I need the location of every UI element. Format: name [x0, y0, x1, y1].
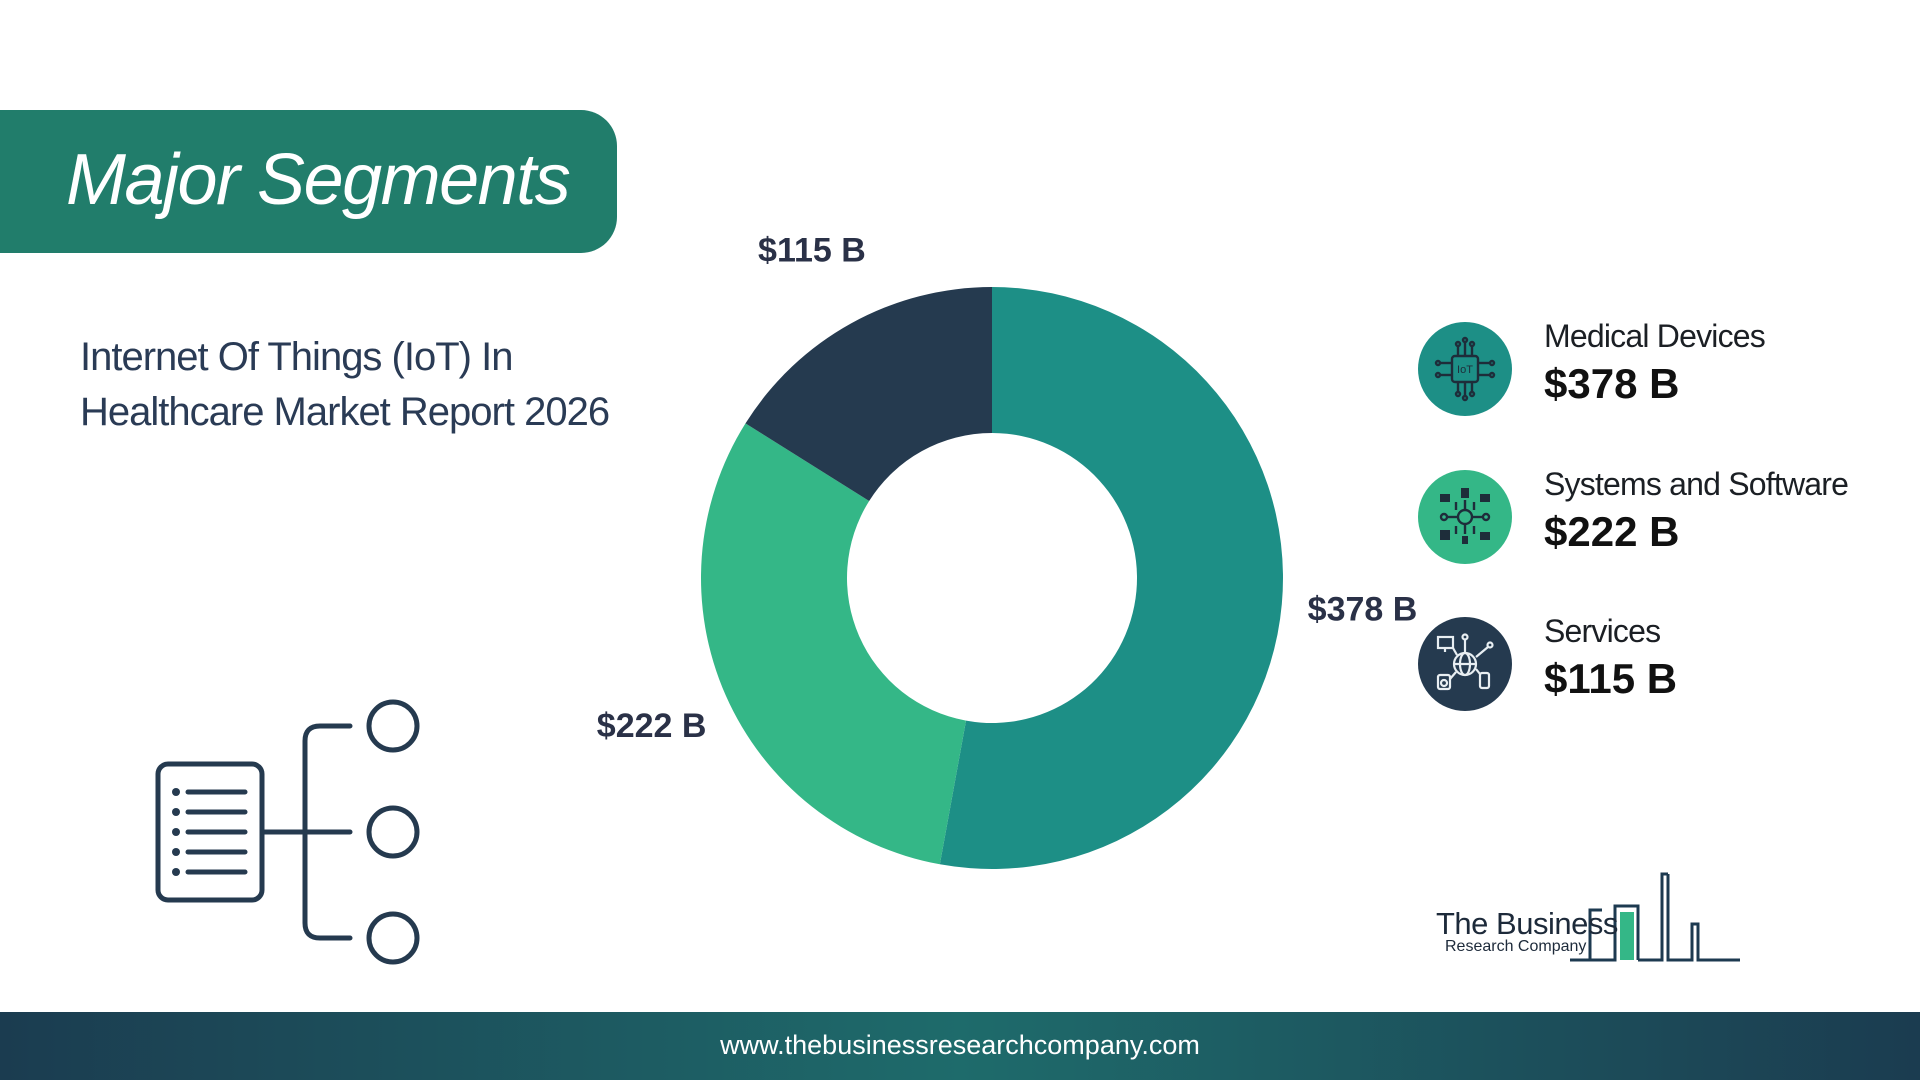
legend-value-medical-devices: $378 B [1544, 360, 1680, 407]
report-title: Internet Of Things (IoT) In Healthcare M… [80, 335, 610, 434]
donut-slice-systems-software [701, 423, 967, 865]
data-label-services: $115 B [758, 231, 866, 269]
footer-bar: www.thebusinessresearchcompany.com [0, 1012, 1920, 1080]
iot-chip-icon: IoT [1418, 322, 1512, 416]
data-label-medical-devices: $378 B [1308, 590, 1418, 628]
donut-slice-medical-devices [939, 287, 1284, 870]
legend-item-services: Services $115 B [1418, 613, 1898, 713]
legend-label-systems-software: Systems and Software [1544, 466, 1849, 502]
donut-chart: $378 B $222 B $115 B [597, 231, 1418, 870]
legend-label-services: Services [1544, 613, 1661, 649]
website-link[interactable]: www.thebusinessresearchcompany.com [720, 1030, 1200, 1060]
legend-item-medical-devices: IoT Medical Devices $378 B [1418, 318, 1898, 418]
donut-slice-services [745, 287, 992, 501]
logo-text-line1: The Business [1436, 906, 1618, 941]
company-logo: The Business Research Company [1430, 868, 1750, 968]
legend-value-systems-software: $222 B [1544, 508, 1680, 555]
svg-text:IoT: IoT [1457, 364, 1473, 376]
data-label-systems-software: $222 B [597, 707, 707, 745]
title-banner: Major Segments [0, 110, 617, 253]
network-system-icon [1418, 470, 1512, 564]
globe-devices-icon [1418, 617, 1512, 711]
legend-item-systems-software: Systems and Software $222 B [1418, 466, 1898, 566]
legend-value-services: $115 B [1544, 655, 1678, 702]
legend-label-medical-devices: Medical Devices [1544, 318, 1766, 354]
segment-tree-icon [155, 699, 420, 965]
page-title: Major Segments [66, 140, 571, 220]
logo-text-line2: Research Company [1445, 938, 1587, 955]
